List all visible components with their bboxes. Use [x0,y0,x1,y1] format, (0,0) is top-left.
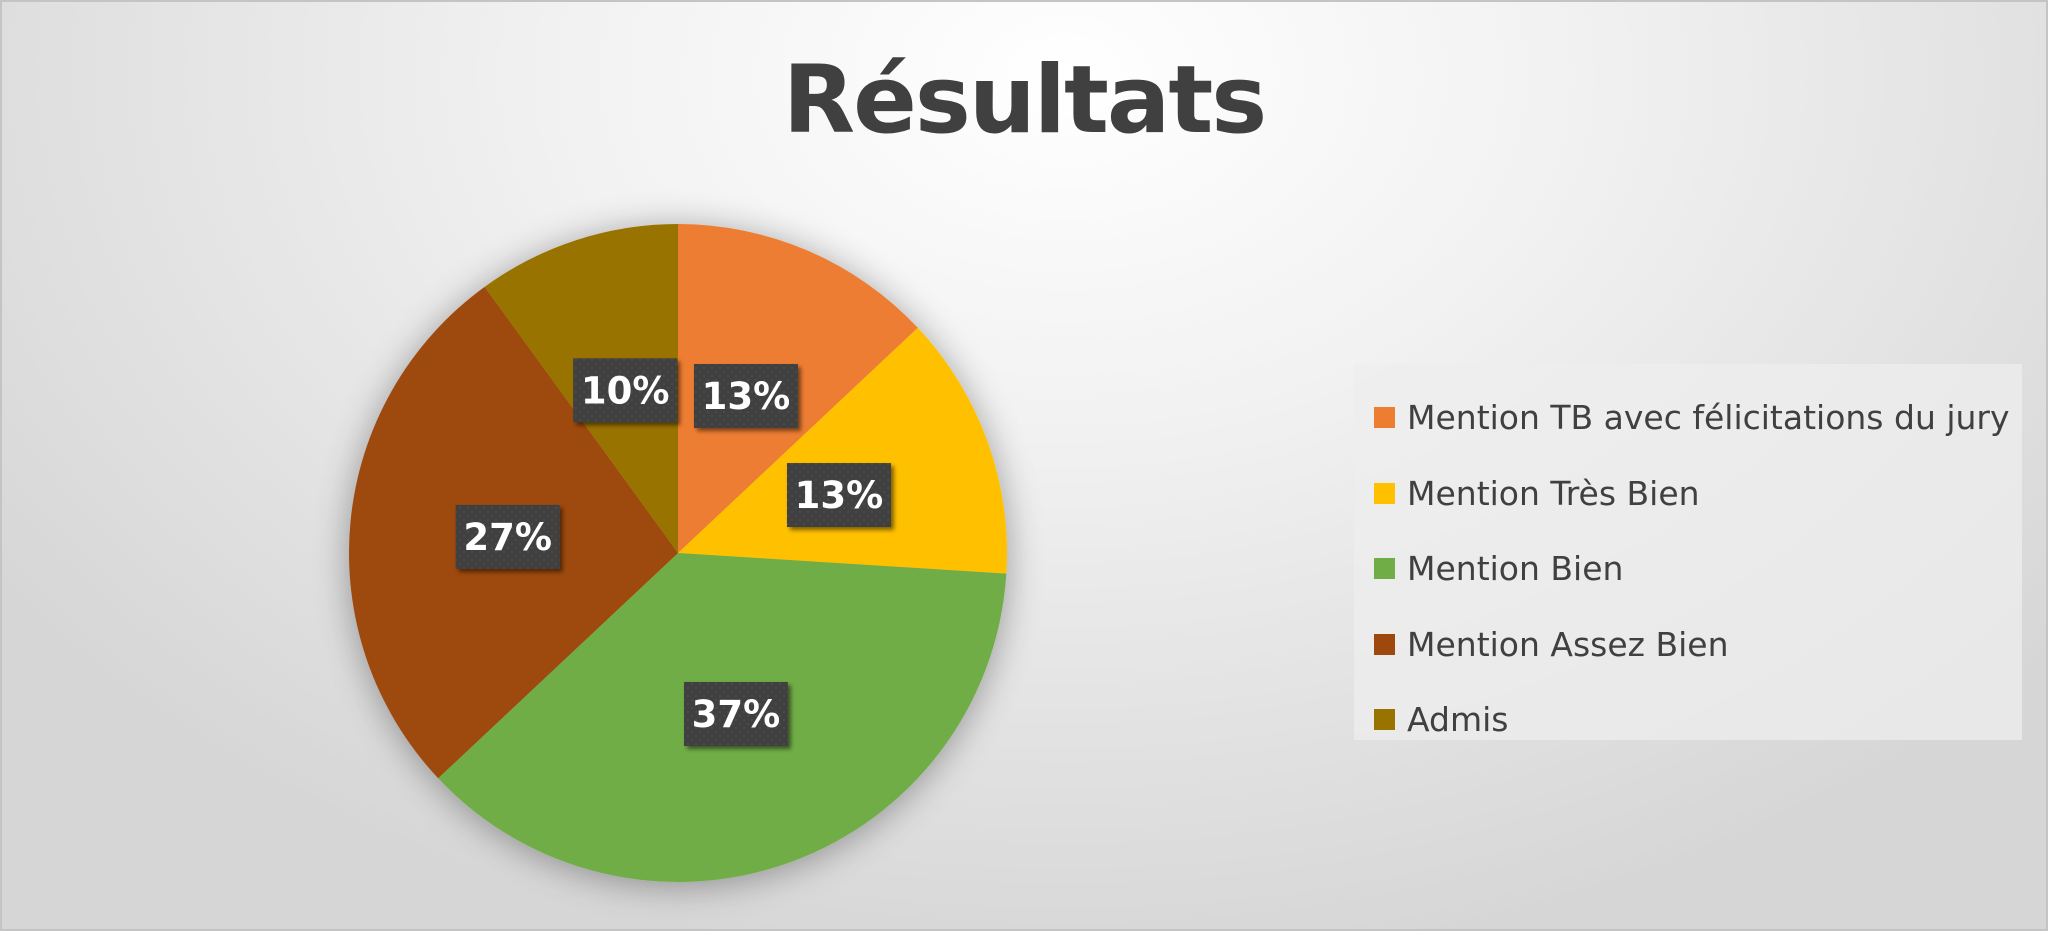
legend-label: Mention TB avec félicitations du jury [1407,398,2010,438]
legend-label: Mention Assez Bien [1407,624,1729,664]
legend-swatch [1374,482,1395,504]
legend-item-4: Mention Assez Bien [1374,607,2022,683]
legend: Mention TB avec félicitations du jury Men… [1354,364,2022,740]
data-label-box-1 [693,363,798,428]
pie-slices [349,224,1007,883]
legend-swatch [1374,558,1395,580]
data-label-5: 10% [573,358,678,423]
legend-swatch [1374,633,1395,655]
data-label-box-2 [786,463,891,528]
data-label-box-3 [683,681,788,746]
data-label-text-1: 13% [702,375,791,418]
legend-item-1: Mention TB avec félicitations du jury [1374,380,2022,456]
data-label-1: 13% [693,363,798,428]
data-label-text-5: 10% [581,369,670,412]
chart-title: Résultats [782,46,1267,155]
legend-label: Mention Bien [1407,549,1624,589]
data-label-text-2: 13% [795,474,884,517]
pie-slice-2 [678,327,1007,574]
data-label-4: 27% [455,504,560,569]
data-label-2: 13% [786,463,891,528]
data-label-text-3: 37% [692,693,781,736]
legend-item-5: Admis [1374,682,2022,758]
legend-label: Mention Très Bien [1407,473,1700,513]
pie-data-labels: 13% 13% 37% 27% 10% [455,358,891,746]
data-label-3: 37% [683,681,788,746]
legend-swatch [1374,709,1395,731]
legend-label: Admis [1407,700,1509,740]
data-label-box-4 [455,504,560,569]
legend-item-2: Mention Très Bien [1374,456,2022,532]
data-label-text-4: 27% [463,516,552,559]
data-label-box-5 [573,358,678,423]
legend-item-3: Mention Bien [1374,531,2022,607]
legend-swatch [1374,407,1395,429]
